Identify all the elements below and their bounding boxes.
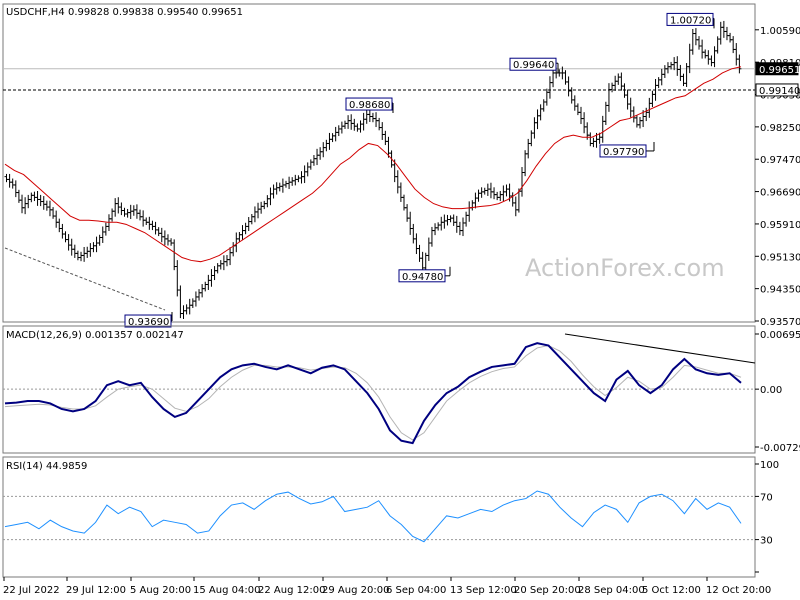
- price-tick-label: 0.97470: [760, 155, 800, 166]
- price-tags: 0.99651 0.99140: [755, 62, 800, 97]
- price-annotations: 1.00720 0.99640 0.98680 0.97790 0.94780 0.936…: [124, 12, 715, 328]
- price-annotation: 0.99640: [509, 57, 559, 74]
- price-annotation: 0.98680: [345, 97, 394, 114]
- price-bars: [4, 20, 742, 320]
- annotation-label: 0.98680: [349, 100, 390, 111]
- x-tick-label: 29 Jul 12:00: [66, 585, 126, 596]
- rsi-levels: [3, 495, 755, 541]
- price-tick-label: 0.98250: [760, 123, 800, 134]
- rsi-tick-label: 30: [760, 536, 773, 547]
- price-annotation: 0.93690: [124, 312, 173, 328]
- annotation-label: 1.00720: [670, 15, 711, 26]
- annotation-label: 0.93690: [128, 317, 169, 328]
- x-tick-label: 22 Jul 2022: [3, 585, 60, 596]
- price-annotation: 0.94780: [398, 266, 451, 283]
- price-annotation: 1.00720: [666, 12, 715, 29]
- trend-line-lower: [4, 247, 166, 311]
- x-tick-label: 5 Oct 12:00: [642, 585, 701, 596]
- price-panel: USDCHF,H4 0.99828 0.99838 0.99540 0.9965…: [2, 3, 800, 328]
- x-tick-label: 15 Aug 04:00: [193, 585, 260, 596]
- macd-tick-label: -0.007294: [760, 443, 800, 454]
- x-axis: 22 Jul 2022 29 Jul 12:00 5 Aug 20:00 15 Aug…: [3, 577, 771, 596]
- annotation-label: 0.99640: [513, 60, 554, 71]
- x-tick-label: 20 Sep 20:00: [514, 585, 581, 596]
- x-tick-label: 5 Aug 20:00: [130, 585, 191, 596]
- macd-divergence-line: [564, 333, 756, 364]
- price-tag-label: 0.99651: [759, 65, 800, 76]
- price-panel-border: [2, 3, 756, 323]
- x-tick-label: 28 Sep 04:00: [578, 585, 645, 596]
- watermark: ActionForex.com: [525, 254, 725, 282]
- rsi-label: RSI(14) 44.9859: [6, 461, 87, 472]
- x-tick-label: 13 Sep 12:00: [450, 585, 517, 596]
- macd-tick-label: 0.00: [760, 385, 782, 396]
- rsi-y-axis: 100 70 30: [755, 460, 779, 573]
- ohlc-bar: [737, 54, 742, 74]
- price-tick-label: 0.95910: [760, 220, 800, 231]
- rsi-panel-border: [2, 456, 756, 578]
- rsi-line: [4, 490, 742, 543]
- price-tag-label: 0.99140: [759, 86, 800, 97]
- price-annotation: 0.97790: [599, 141, 655, 158]
- rsi-tick-label: 100: [760, 460, 779, 471]
- x-tick-label: 22 Aug 12:00: [258, 585, 325, 596]
- annotation-label: 0.94780: [402, 272, 443, 283]
- header-symbol: USDCHF,H4: [6, 7, 65, 18]
- annotation-label: 0.97790: [603, 147, 644, 158]
- price-tick-label: 1.00590: [760, 26, 800, 37]
- x-tick-label: 6 Sep 04:00: [386, 585, 446, 596]
- header-ohlc: 0.99828 0.99838 0.99540 0.99651: [68, 7, 243, 18]
- price-tag: 0.99651: [755, 62, 800, 76]
- macd-y-axis: 0.006954 0.00 -0.007294: [755, 330, 800, 454]
- price-tick-label: 0.96690: [760, 188, 800, 199]
- macd-signal-line: [4, 345, 742, 441]
- macd-main-line: [4, 342, 742, 445]
- price-tick-label: 0.93570: [760, 317, 800, 328]
- macd-panel: MACD(12,26,9) 0.001357 0.002147 0.006954…: [2, 325, 800, 454]
- price-tick-label: 0.94350: [760, 285, 800, 296]
- x-tick-label: 29 Aug 20:00: [322, 585, 389, 596]
- x-tick-label: 12 Oct 20:00: [706, 585, 771, 596]
- moving-average-line: [4, 66, 742, 263]
- rsi-panel: RSI(14) 44.9859 100 70 30: [2, 456, 779, 578]
- price-tick-label: 0.95130: [760, 252, 800, 263]
- price-tag: 0.99140: [755, 83, 800, 97]
- rsi-tick-label: 70: [760, 492, 773, 503]
- macd-label: MACD(12,26,9) 0.001357 0.002147: [6, 330, 184, 341]
- macd-tick-label: 0.006954: [760, 330, 800, 341]
